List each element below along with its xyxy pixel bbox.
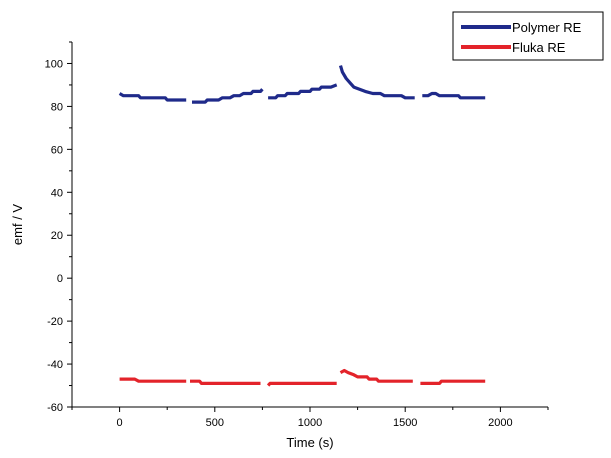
legend-label-fluka-re: Fluka RE [512, 40, 566, 55]
y-tick-label: 40 [51, 187, 63, 199]
y-tick-label: -40 [47, 359, 63, 371]
y-tick-label: -60 [47, 402, 63, 414]
y-tick-label: -20 [47, 316, 63, 328]
polymer-re-line [338, 65, 415, 100]
polymer-re-line [192, 88, 264, 104]
y-tick-label: 0 [57, 273, 63, 285]
x-tick-label: 2000 [488, 417, 512, 429]
fluka-re-line [190, 379, 261, 385]
y-tick-label: 100 [45, 58, 63, 70]
polymer-re-line [118, 92, 187, 102]
x-tick-label: 1000 [298, 417, 322, 429]
fluka-re-line [119, 377, 187, 383]
y-tick-label: 80 [51, 101, 63, 113]
legend-box [452, 11, 604, 61]
x-tick-label: 1500 [393, 417, 417, 429]
x-tick-label: 0 [117, 417, 123, 429]
x-axis-title: Time (s) [286, 435, 333, 450]
fluka-re-line [420, 379, 486, 385]
legend-label-polymer-re: Polymer RE [512, 20, 582, 35]
y-axis-title: emf / V [10, 204, 25, 246]
axes: 0 500 1000 1500 2000 -60 -40 -20 0 20 40 60 80 100 [45, 41, 549, 429]
legend: Polymer RE Fluka RE [452, 11, 604, 61]
plot-lines [118, 65, 486, 387]
fluka-re-line [339, 368, 413, 383]
polymer-re-line [268, 83, 338, 100]
y-tick-label: 60 [51, 144, 63, 156]
fluka-re-line [266, 381, 337, 387]
y-tick-label: 20 [51, 230, 63, 242]
polymer-re-line [422, 91, 486, 100]
x-tick-label: 500 [206, 417, 224, 429]
